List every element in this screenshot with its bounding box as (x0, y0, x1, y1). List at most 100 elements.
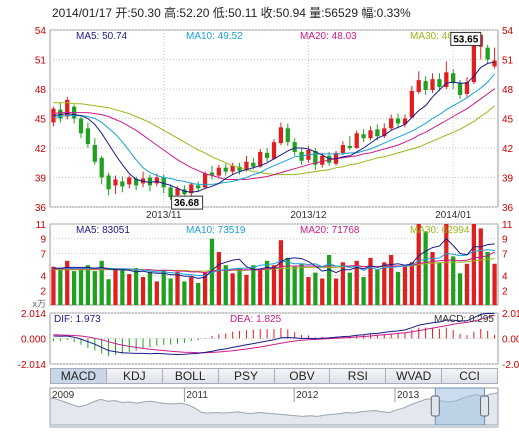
1-tick-left: 2 (40, 286, 46, 297)
legend-ma5: MA5: 50.74 (76, 31, 128, 42)
2-tick-right: 0.000 (502, 335, 519, 346)
volume-bar (409, 262, 414, 305)
2-tick-left: -2.014 (18, 360, 47, 371)
volume-bar (382, 262, 387, 305)
volume-bar (306, 277, 311, 305)
volume-bar (71, 271, 77, 305)
volume-bar (492, 263, 497, 305)
1-tick-right: 2 (502, 286, 508, 297)
candle-body (340, 145, 346, 153)
candle-body (402, 118, 408, 125)
volume-bar (292, 266, 297, 305)
0-tick-right: 36 (502, 203, 514, 214)
candle-body (216, 167, 221, 176)
candle-body (78, 118, 84, 134)
navigator-handle-right[interactable] (480, 395, 490, 417)
volume-bar (264, 260, 270, 305)
volume-bar (320, 278, 325, 305)
candle-body (264, 152, 270, 158)
high-label: 53.65 (453, 34, 478, 45)
candle-body (65, 99, 70, 117)
candle-body (85, 128, 91, 145)
navigator-handle-left[interactable] (430, 395, 440, 417)
volume-bar (402, 266, 408, 305)
navigator-selection[interactable] (434, 387, 486, 426)
x-tick-label: 2013/12 (290, 210, 327, 221)
candle-body (168, 187, 173, 198)
volume-bar (430, 251, 435, 305)
1-tick-left: 9 (40, 235, 46, 246)
volume-bar (175, 271, 180, 305)
tab-boll[interactable]: BOLL (162, 368, 219, 384)
volume-bar (299, 263, 304, 305)
0-tick-left: 45 (35, 115, 47, 126)
volume-bar (134, 268, 139, 305)
volume-bar (202, 272, 208, 305)
tab-rsi[interactable]: RSI (330, 368, 387, 384)
x-tick-label: 2014/01 (435, 210, 472, 221)
0-tick-left: 54 (35, 26, 47, 37)
volume-bar (78, 269, 84, 305)
volume-bar (423, 231, 428, 305)
candle-body (485, 47, 490, 60)
candle-body (285, 128, 290, 143)
candle-body (99, 157, 104, 178)
volume-bar (271, 265, 277, 305)
candle-body (271, 142, 277, 159)
tab-macd[interactable]: MACD (50, 368, 107, 384)
legend-dea: DEA: 1.825 (230, 314, 282, 325)
candle-body (292, 142, 297, 152)
x-tick-label: 2013/11 (146, 210, 182, 221)
volume-bar (313, 272, 318, 305)
candle-body (416, 80, 421, 92)
candle-body (423, 81, 428, 90)
volume-bar (147, 271, 153, 305)
dif-line (53, 312, 495, 356)
legend-ma10: MA10: 49.52 (186, 31, 243, 42)
navigator-year-label: 2011 (186, 390, 208, 401)
candle-body (313, 150, 318, 165)
volume-bar (168, 278, 173, 305)
tab-wvad[interactable]: WVAD (386, 368, 443, 384)
low-label-box (171, 195, 204, 210)
tab-obv[interactable]: OBV (274, 368, 331, 384)
candle-body (375, 129, 380, 137)
volume-bar (251, 265, 256, 305)
navigator-scrollbar (49, 425, 499, 428)
candle-body (58, 109, 63, 119)
volume-bar (464, 263, 470, 305)
1-tick-right: 7 (502, 249, 508, 260)
volume-bar (196, 282, 201, 305)
tab-kdj[interactable]: KDJ (106, 368, 163, 384)
navigator-year-label: 2013 (397, 390, 420, 401)
volume-bar (99, 260, 104, 305)
volume-bar (237, 268, 242, 305)
navigator-year-label: 2012 (296, 390, 319, 401)
candle-body (354, 133, 359, 148)
candle-body (127, 177, 132, 185)
volume-bar (285, 257, 290, 305)
1-tick-right: 4 (502, 272, 508, 283)
indicator-tabs: MACD KDJ BOLL PSY OBV RSI WVAD CCI (50, 368, 498, 384)
tab-psy[interactable]: PSY (218, 368, 275, 384)
volume-bar (457, 273, 463, 305)
candle-body (492, 60, 497, 67)
vol-ma5-line (53, 237, 495, 280)
volume-bar (389, 254, 394, 305)
candle-body (106, 175, 111, 190)
0-tick-left: 48 (35, 85, 47, 96)
volume-bar (258, 269, 263, 305)
candle-body (113, 179, 118, 186)
legend-ma30: MA30: 46.32 (410, 31, 467, 42)
legend-macd: MACD: 0.295 (434, 314, 494, 325)
volume-bar (106, 279, 111, 305)
volume-bar (120, 269, 125, 305)
tab-cci[interactable]: CCI (442, 368, 498, 384)
volume-bar (437, 262, 442, 305)
candle-body (92, 145, 97, 162)
candle-body (409, 90, 414, 118)
volume-bar (340, 262, 346, 305)
volume-bar (230, 273, 235, 305)
candle-body (154, 177, 159, 184)
candle-body (457, 83, 463, 95)
